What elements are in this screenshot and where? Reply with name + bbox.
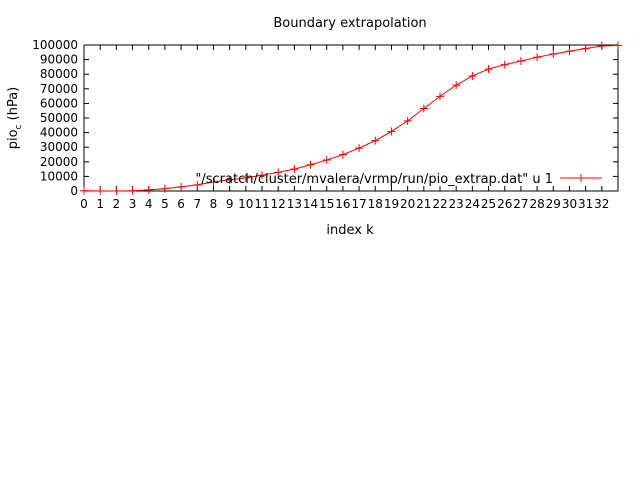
- x-tick-label: 4: [145, 197, 153, 211]
- data-point: [80, 186, 88, 195]
- data-point: [225, 175, 234, 184]
- x-tick-label: 17: [351, 197, 366, 211]
- data-point: [500, 60, 509, 69]
- x-tick-label: 3: [129, 197, 137, 211]
- y-axis-label-tail: (hPa): [6, 87, 21, 125]
- x-tick-label: 15: [319, 197, 334, 211]
- x-tick-label: 24: [465, 197, 480, 211]
- x-tick-label: 11: [254, 197, 269, 211]
- data-point: [177, 182, 186, 191]
- y-tick-label: 60000: [40, 96, 78, 110]
- y-axis-label: pioc (hPa): [6, 87, 24, 150]
- x-tick-label: 32: [594, 197, 609, 211]
- y-tick-label: 10000: [40, 169, 78, 183]
- x-tick-label: 21: [416, 197, 431, 211]
- x-tick-label: 29: [546, 197, 561, 211]
- x-tick-label: 23: [449, 197, 464, 211]
- legend-label: "/scratch/cluster/mvalera/vrmp/run/pio_e…: [195, 172, 553, 187]
- y-tick-label: 0: [70, 184, 78, 198]
- data-point: [419, 104, 428, 113]
- series-line: [83, 44, 619, 192]
- data-point: [274, 168, 283, 177]
- data-point: [258, 171, 266, 180]
- data-point: [533, 53, 542, 62]
- x-tick-label: 8: [210, 197, 218, 211]
- x-tick-label: 13: [287, 197, 302, 211]
- data-point: [371, 136, 380, 145]
- x-tick-label: 25: [481, 197, 496, 211]
- x-tick-label: 12: [271, 197, 286, 211]
- x-tick-label: 9: [226, 197, 234, 211]
- data-point: [241, 173, 250, 182]
- plot-area: 0100002000030000400005000060000700008000…: [32, 38, 622, 211]
- x-tick-label: 22: [432, 197, 447, 211]
- x-tick-label: 19: [384, 197, 399, 211]
- y-axis-label-main: pio: [6, 129, 21, 149]
- y-tick-label: 50000: [40, 111, 78, 125]
- x-tick-label: 31: [578, 197, 593, 211]
- data-point: [549, 50, 558, 59]
- y-tick-label: 20000: [40, 155, 78, 169]
- x-tick-label: 30: [562, 197, 577, 211]
- x-tick-label: 18: [368, 197, 383, 211]
- y-tick-label: 80000: [40, 67, 78, 81]
- y-tick-label: 100000: [32, 38, 78, 52]
- data-point: [516, 57, 525, 66]
- y-axis-label-sub: c: [14, 124, 24, 129]
- data-point: [452, 81, 461, 90]
- data-point: [128, 186, 137, 195]
- data-point: [209, 177, 218, 186]
- chart-title: Boundary extrapolation: [273, 16, 426, 31]
- data-point: [144, 185, 153, 194]
- x-tick-label: 5: [161, 197, 169, 211]
- x-tick-label: 0: [80, 197, 88, 211]
- x-axis-label: index k: [326, 223, 374, 238]
- data-point: [160, 184, 169, 193]
- x-tick-label: 27: [513, 197, 528, 211]
- data-point: [193, 180, 202, 189]
- data-point: [436, 92, 444, 101]
- data-point: [96, 187, 105, 195]
- data-point: [322, 156, 331, 165]
- y-tick-label: 70000: [40, 82, 78, 96]
- data-point: [484, 65, 493, 74]
- data-point: [565, 47, 574, 56]
- data-point: [306, 160, 315, 169]
- x-tick-label: 20: [400, 197, 415, 211]
- x-tick-label: 16: [335, 197, 350, 211]
- data-point: [355, 144, 364, 153]
- legend: "/scratch/cluster/mvalera/vrmp/run/pio_e…: [195, 172, 602, 187]
- data-point: [290, 165, 299, 174]
- data-point: [403, 116, 412, 125]
- data-point: [581, 44, 590, 53]
- legend-marker: [577, 174, 585, 182]
- x-tick-label: 10: [238, 197, 253, 211]
- data-point: [338, 150, 347, 159]
- y-tick-label: 40000: [40, 126, 78, 140]
- x-tick-label: 7: [193, 197, 201, 211]
- data-point: [112, 187, 121, 195]
- x-tick-label: 1: [96, 197, 104, 211]
- x-tick-label: 26: [497, 197, 512, 211]
- data-point: [468, 71, 477, 80]
- plot-border: [83, 44, 619, 192]
- x-tick-label: 28: [529, 197, 544, 211]
- data-point: [614, 41, 622, 50]
- y-tick-label: 30000: [40, 140, 78, 154]
- y-tick-label: 90000: [40, 53, 78, 67]
- x-tick-label: 14: [303, 197, 318, 211]
- x-tick-label: 2: [113, 197, 121, 211]
- data-point: [597, 42, 606, 51]
- data-point: [387, 127, 396, 136]
- x-tick-label: 6: [177, 197, 185, 211]
